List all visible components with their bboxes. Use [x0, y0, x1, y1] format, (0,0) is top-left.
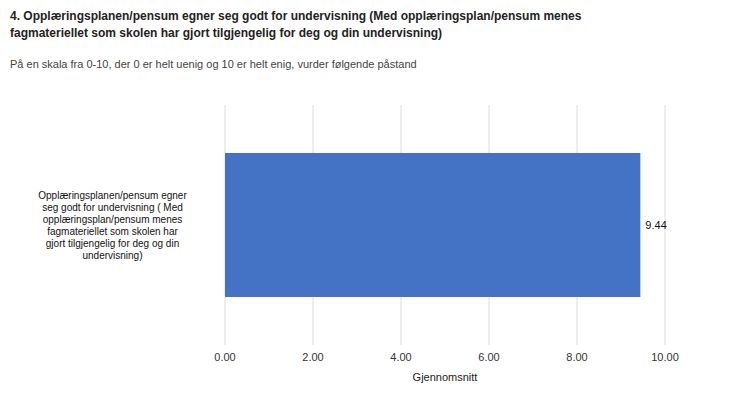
- tick-label: 2.00: [302, 351, 323, 363]
- tick-label: 4.00: [390, 351, 411, 363]
- title: 4. Opplæringsplanen/pensum egner seg god…: [10, 9, 582, 40]
- axis-label: Gjennomsnitt: [413, 371, 478, 383]
- tick-label: 0.00: [214, 351, 235, 363]
- tick-label: 10.00: [651, 351, 679, 363]
- chart: 4. Opplæringsplanen/pensum egner seg god…: [0, 0, 730, 411]
- subtitle: På en skala fra 0-10, der 0 er helt ueni…: [10, 58, 417, 70]
- data-label: 9.44: [645, 219, 666, 231]
- tick-label: 6.00: [478, 351, 499, 363]
- category-label: Opplæringsplanen/pensum egnerseg godt fo…: [38, 190, 187, 261]
- bar: [225, 153, 640, 297]
- tick-label: 8.00: [566, 351, 587, 363]
- bars: [225, 153, 640, 297]
